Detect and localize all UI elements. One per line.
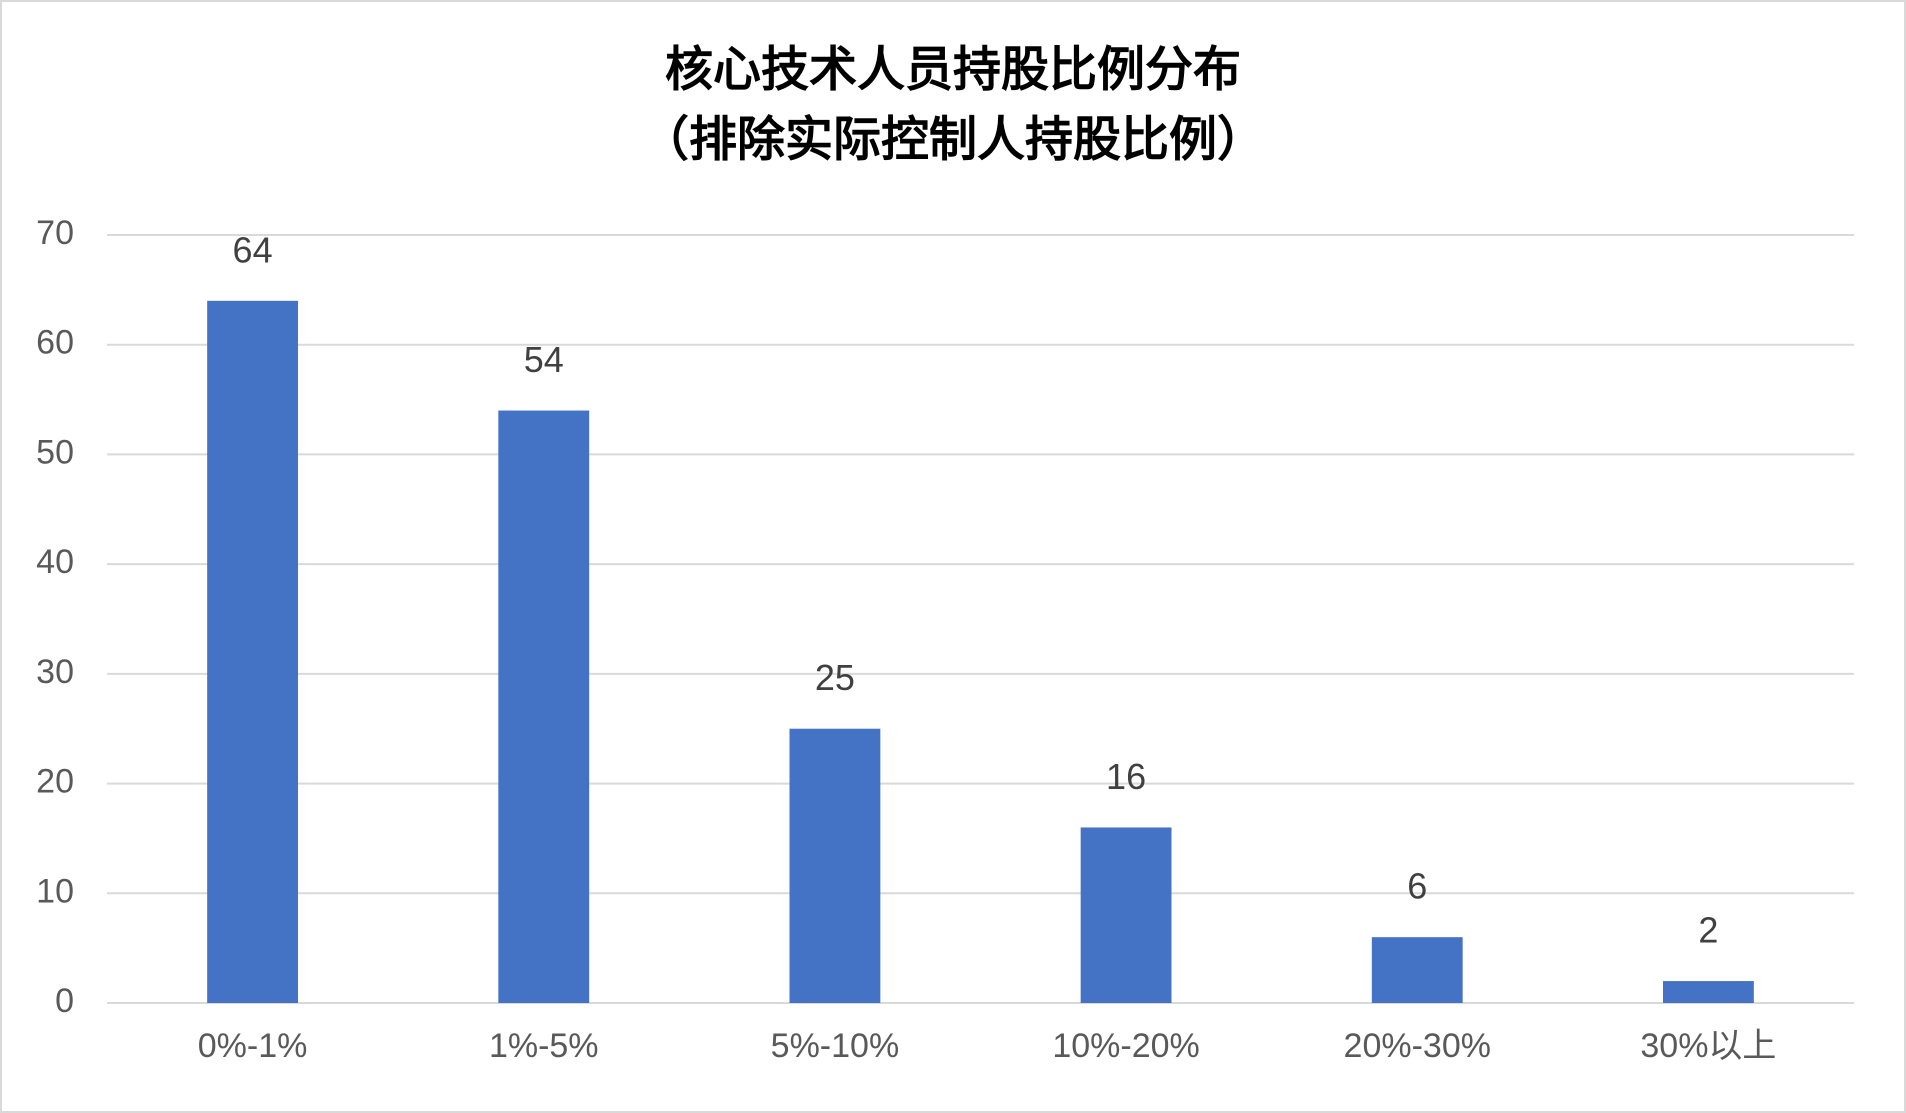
data-label: 54 [524, 339, 564, 380]
x-tick-label: 1%-5% [489, 1027, 599, 1065]
y-tick-label: 50 [36, 433, 74, 471]
data-label: 25 [815, 657, 855, 698]
bar [207, 300, 299, 1003]
y-tick-label: 10 [36, 872, 74, 910]
x-tick-label: 30%以上 [1640, 1027, 1776, 1065]
data-label: 64 [233, 229, 273, 270]
data-label: 6 [1407, 866, 1427, 907]
y-tick-label: 60 [36, 324, 74, 362]
data-label: 16 [1106, 756, 1146, 797]
y-tick-label: 30 [36, 653, 74, 691]
y-tick-label: 0 [55, 982, 74, 1020]
x-tick-label: 0%-1% [198, 1027, 308, 1065]
y-tick-label: 70 [36, 214, 74, 252]
bar [498, 410, 590, 1003]
y-tick-label: 20 [36, 763, 74, 801]
x-tick-label: 5%-10% [771, 1027, 900, 1065]
data-label: 2 [1698, 910, 1718, 951]
x-tick-label: 10%-20% [1052, 1027, 1199, 1065]
chart-subtitle: （排除实际控制人持股比例） [641, 114, 1265, 167]
bar [1080, 827, 1172, 1003]
y-tick-label: 40 [36, 543, 74, 581]
chart-title: 核心技术人员持股比例分布 [665, 44, 1241, 97]
bar [1662, 981, 1754, 1003]
bar [1371, 937, 1463, 1003]
x-tick-label: 20%-30% [1344, 1027, 1491, 1065]
bar [789, 728, 881, 1003]
